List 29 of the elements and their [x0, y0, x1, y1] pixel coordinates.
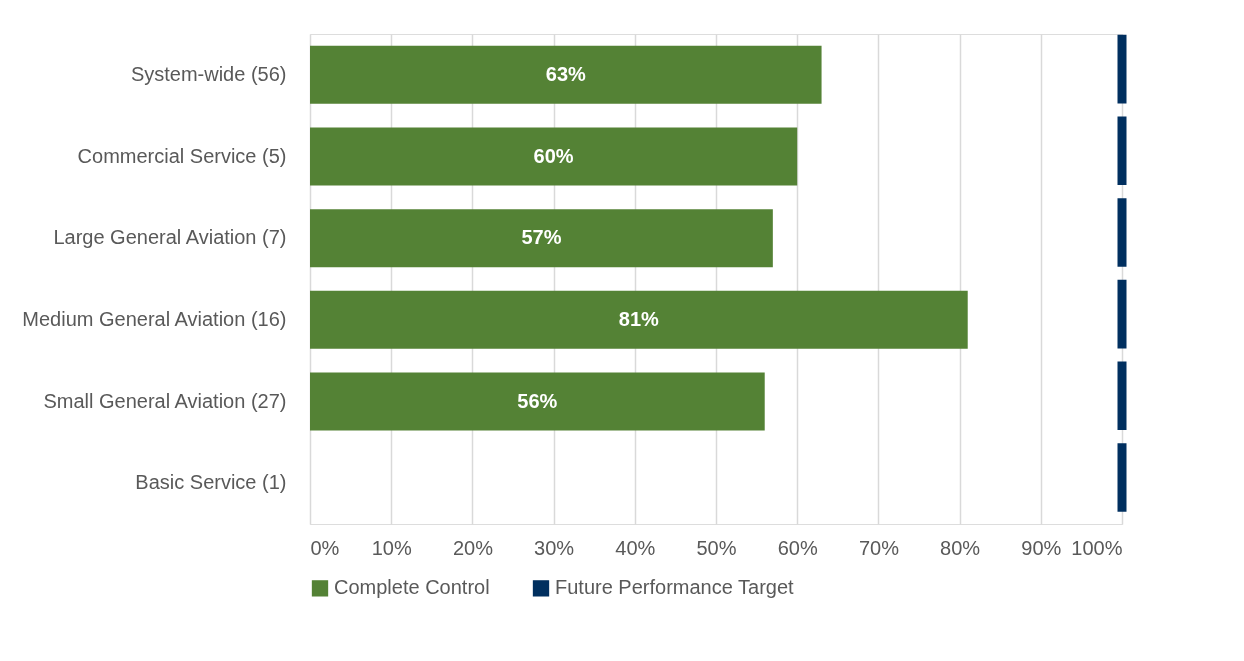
x-tick-label: 40%: [615, 536, 656, 559]
y-tick-label: System-wide (56): [130, 62, 287, 85]
data-label: 63%: [545, 62, 587, 85]
bar: [310, 372, 765, 431]
bar: [310, 290, 968, 349]
legend-label: Complete Control: [334, 576, 490, 599]
legend-label: Future Performance Target: [555, 576, 795, 599]
bar: [310, 127, 798, 186]
data-label: 56%: [517, 389, 558, 412]
x-tick-label: 10%: [371, 536, 412, 559]
y-tick-label: Basic Service (1): [135, 471, 287, 494]
x-tick-label: 90%: [1021, 536, 1062, 559]
data-label: 57%: [521, 226, 562, 249]
x-tick-label: 50%: [696, 536, 737, 559]
x-tick-label: 80%: [940, 536, 981, 559]
x-tick-label: 60%: [777, 536, 818, 559]
x-tick-label: 0%: [310, 536, 340, 559]
bar: [310, 45, 822, 104]
y-tick-label: Commercial Service (5): [77, 144, 287, 167]
y-tick-label: Medium General Aviation (16): [22, 307, 287, 330]
x-tick-label: 30%: [534, 536, 575, 559]
y-tick-label: Large General Aviation (7): [53, 226, 287, 249]
data-label: 81%: [618, 307, 660, 330]
data-label: 60%: [533, 144, 574, 167]
x-tick-label: 70%: [858, 536, 900, 559]
x-tick-label: 100%: [1071, 536, 1123, 559]
bar: [310, 209, 773, 268]
x-tick-label: 20%: [452, 536, 494, 559]
y-tick-label: Small General Aviation (27): [43, 389, 287, 412]
